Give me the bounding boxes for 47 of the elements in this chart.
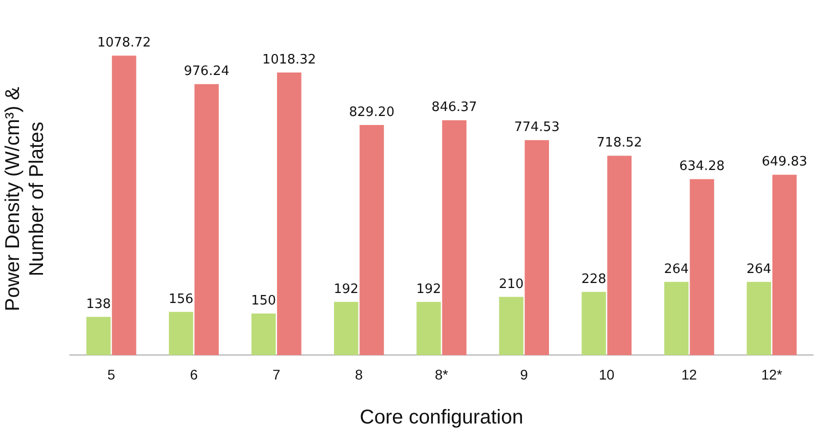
bar <box>360 124 384 356</box>
bar <box>86 316 111 356</box>
bar <box>112 56 136 356</box>
bar <box>416 302 441 356</box>
bar <box>664 282 689 356</box>
data-label: 192 <box>416 282 442 297</box>
x-tick-label: 7 <box>272 366 280 382</box>
data-label: 210 <box>498 276 524 292</box>
bar <box>499 296 524 356</box>
x-tick-label: 6 <box>190 366 198 382</box>
data-label: 829.20 <box>348 104 394 120</box>
bar <box>772 174 797 356</box>
x-tick-label: 9 <box>520 366 528 382</box>
y-axis-title: Power Density (W/cm³) & Number of Plates <box>1 86 49 314</box>
x-tick-label: 10 <box>598 366 615 382</box>
data-label: 649.83 <box>762 154 808 170</box>
bar <box>690 179 714 356</box>
data-label: 634.28 <box>679 158 725 174</box>
bar <box>194 84 219 356</box>
x-tick-label: 12 <box>681 366 698 382</box>
data-label: 228 <box>581 272 606 287</box>
bar <box>277 72 302 356</box>
data-label: 150 <box>251 293 276 308</box>
data-label: 156 <box>168 292 194 307</box>
bar <box>582 292 606 356</box>
data-label: 264 <box>664 262 689 277</box>
data-label: 1078.72 <box>97 36 151 51</box>
bar <box>442 120 466 356</box>
data-label: 846.37 <box>432 100 478 116</box>
data-label: 138 <box>86 296 111 312</box>
data-label: 774.53 <box>514 120 560 136</box>
x-tick-label: 8* <box>434 366 449 382</box>
bar <box>251 314 276 356</box>
data-label: 264 <box>746 262 772 277</box>
x-axis-title: Core configuration <box>360 406 524 429</box>
bar <box>334 302 358 356</box>
data-label: 976.24 <box>184 64 230 80</box>
data-label: 192 <box>334 282 359 297</box>
x-tick-label: 8 <box>355 366 364 382</box>
bar <box>607 156 632 356</box>
data-label: 1018.32 <box>262 52 316 68</box>
data-label: 718.52 <box>596 136 642 151</box>
x-tick-label: 12* <box>761 366 783 382</box>
x-tick-label: 5 <box>107 366 116 382</box>
bar <box>524 140 550 356</box>
bar <box>168 312 194 356</box>
bar <box>746 282 772 356</box>
